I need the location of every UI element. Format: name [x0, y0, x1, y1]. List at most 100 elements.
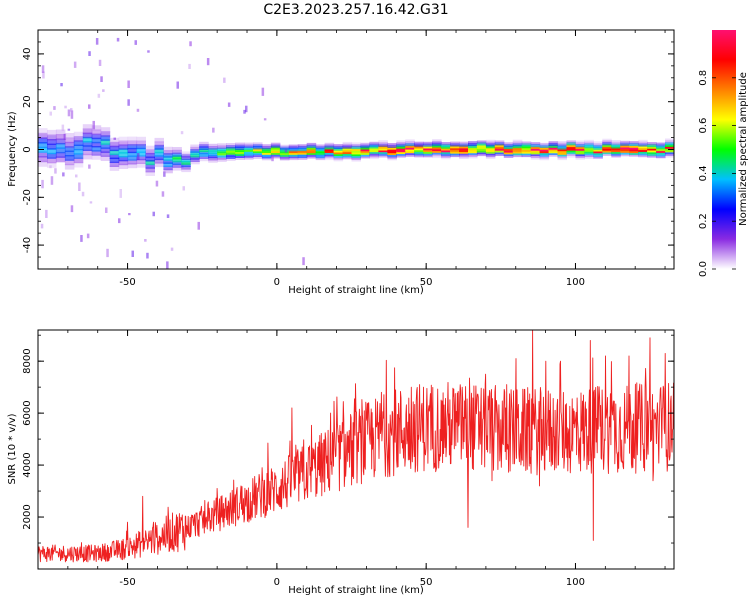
heatmap-cell [217, 147, 227, 152]
heatmap-cell [235, 154, 245, 158]
heatmap-cell [360, 144, 370, 148]
heatmap-cell [288, 144, 299, 148]
heatmap-cell [226, 153, 236, 157]
heatmap-noise-cell [166, 261, 169, 269]
heatmap-noise-cell [78, 182, 81, 191]
heatmap-cell [38, 156, 48, 163]
heatmap-cell [530, 152, 541, 156]
heatmap-cell [611, 148, 621, 153]
heatmap-cell [548, 144, 559, 148]
heatmap-cell [521, 152, 532, 156]
heatmap-noise-cell [97, 93, 101, 98]
heatmap-cell [297, 146, 308, 150]
heatmap-cell [584, 150, 594, 154]
heatmap-cell [64, 163, 75, 170]
heatmap-cell [638, 152, 648, 156]
heatmap-noise-cell [81, 191, 85, 197]
heatmap-cell [387, 143, 397, 147]
heatmap-cell [109, 149, 120, 156]
colorbar-tick-label: 0.2 [698, 213, 709, 229]
heatmap-cell [629, 144, 639, 148]
heatmap-cell [647, 145, 657, 149]
heatmap-cell [665, 140, 674, 144]
heatmap-cell [306, 142, 317, 147]
heatmap-cell [127, 155, 138, 161]
heatmap-cell [494, 145, 505, 149]
heatmap-noise-cell [161, 191, 165, 197]
heatmap-cell [647, 150, 657, 155]
heatmap-cell [566, 143, 576, 148]
heatmap-noise-cell [86, 233, 90, 239]
heatmap-cell [47, 143, 57, 150]
heatmap-cell [575, 149, 585, 153]
heatmap-cell [270, 151, 281, 155]
heatmap-cell [369, 141, 379, 145]
heatmap-cell [539, 151, 550, 155]
heatmap-cell [512, 152, 523, 156]
heatmap-noise-cell [88, 104, 91, 109]
heatmap-cell [459, 145, 469, 149]
heatmap-cell [47, 157, 57, 164]
snr-frame [37, 329, 675, 570]
heatmap-cell [38, 160, 48, 167]
heatmap-cell [47, 139, 57, 145]
heatmap-cell [342, 149, 353, 153]
heatmap-cell [333, 147, 344, 151]
heatmap-cell [629, 149, 639, 154]
heatmap-cell [360, 148, 370, 152]
heatmap-cell [530, 142, 541, 146]
heatmap-cell [360, 142, 370, 146]
heatmap-cell [109, 165, 120, 171]
heatmap-cell [208, 156, 218, 161]
colorbar-tick-label: 0.8 [698, 70, 709, 86]
heatmap-cell [244, 152, 254, 156]
heatmap-cell [557, 148, 567, 152]
heatmap-noise-cell [42, 71, 45, 79]
heatmap-cell [656, 146, 666, 150]
heatmap-cell [226, 155, 236, 159]
heatmap-cell [127, 136, 138, 142]
heatmap-cell [423, 145, 433, 149]
heatmap-noise-cell [180, 131, 184, 135]
heatmap-cell [611, 140, 621, 144]
heatmap-noise-cell [102, 89, 105, 92]
heatmap-noise-cell [127, 80, 130, 88]
heatmap-cell [620, 153, 630, 157]
heatmap-cell [656, 155, 666, 159]
heatmap-cell [620, 140, 630, 144]
heatmap-cell [145, 152, 155, 158]
heatmap-cell [297, 151, 308, 155]
heatmap-cell [665, 152, 674, 156]
x-tick-label: 100 [566, 577, 585, 588]
heatmap-cell [91, 150, 102, 156]
heatmap-cell [369, 145, 379, 149]
heatmap-cell [154, 155, 164, 161]
heatmap-cell [261, 147, 272, 152]
heatmap-cell [459, 150, 469, 154]
heatmap-cell [181, 168, 191, 173]
heatmap-cell [235, 146, 245, 150]
heatmap-cell [405, 151, 415, 155]
heatmap-cell [539, 144, 550, 148]
heatmap-cell [593, 151, 603, 156]
heatmap-cell [512, 146, 523, 150]
heatmap-noise-cell [70, 110, 74, 119]
heatmap-cell [468, 153, 478, 157]
heatmap-cell [217, 143, 227, 147]
heatmap-cell [441, 147, 451, 151]
heatmap-noise-cell [166, 214, 170, 218]
heatmap-cell [423, 150, 433, 154]
heatmap-cell [530, 149, 541, 153]
heatmap-noise-cell [106, 248, 109, 258]
heatmap-cell [494, 149, 505, 153]
heatmap-noise-cell [223, 77, 226, 83]
heatmap-cell [557, 142, 567, 146]
heatmap-cell [557, 141, 567, 145]
heatmap-cell [378, 143, 388, 147]
heatmap-cell [647, 143, 657, 147]
heatmap-cell [181, 151, 191, 156]
heatmap-cell [566, 147, 576, 151]
heatmap-noise-cell [40, 223, 44, 229]
heatmap-cell [270, 142, 281, 146]
heatmap-cell [423, 141, 433, 145]
